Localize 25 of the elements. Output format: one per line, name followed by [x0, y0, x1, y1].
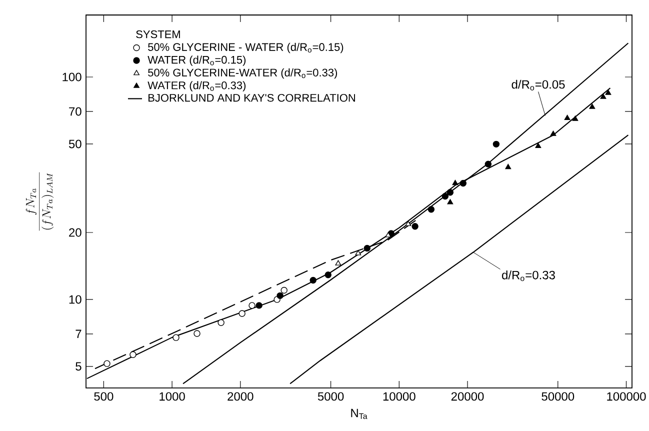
- y-tick-label: 50: [68, 140, 82, 148]
- annotation: d/R$_{o}$=0.05: [512, 80, 565, 90]
- legend-label: 50% GLYCERINE-WATER (d/R$_{o}$=0.33): [148, 68, 338, 79]
- x-tick-label: 20000: [451, 392, 484, 401]
- y-tick-label: 7: [76, 330, 82, 338]
- x-tick-label: 50000: [542, 392, 574, 401]
- y-tick-label: 10: [69, 295, 82, 304]
- y-tick-label: 100: [62, 72, 82, 82]
- x-tick-label: 2000: [228, 392, 254, 401]
- legend-label: WATER (d/R$_{o}$=0.15): [148, 56, 246, 66]
- x-tick-label: 1000: [160, 392, 185, 401]
- y-tick-label: 70: [69, 107, 82, 116]
- x-tick-label: 100000: [607, 392, 646, 401]
- legend-title: SYSTEM: [136, 30, 180, 38]
- y-tick-label: 20: [69, 228, 82, 237]
- x-tick-label: 10000: [383, 392, 416, 401]
- x-tick-label: 5000: [318, 392, 344, 401]
- x-tick-label: 500: [94, 392, 114, 401]
- x-axis-title: N$_{Ta}$: [351, 408, 368, 420]
- y-axis-title: $\frac{f N_{Ta}}{(f N_{Ta})_{LAM}}$: [26, 172, 54, 231]
- legend-label: WATER (d/R$_{o}$=0.33): [148, 81, 246, 92]
- annotation: d/R$_{o}$=0.33: [502, 270, 555, 282]
- legend-label: BJORKLUND AND KAY'S CORRELATION: [148, 94, 355, 102]
- y-tick-label: 5: [76, 362, 82, 371]
- legend-label: 50% GLYCERINE - WATER (d/R$_{o}$=0.15): [148, 42, 344, 54]
